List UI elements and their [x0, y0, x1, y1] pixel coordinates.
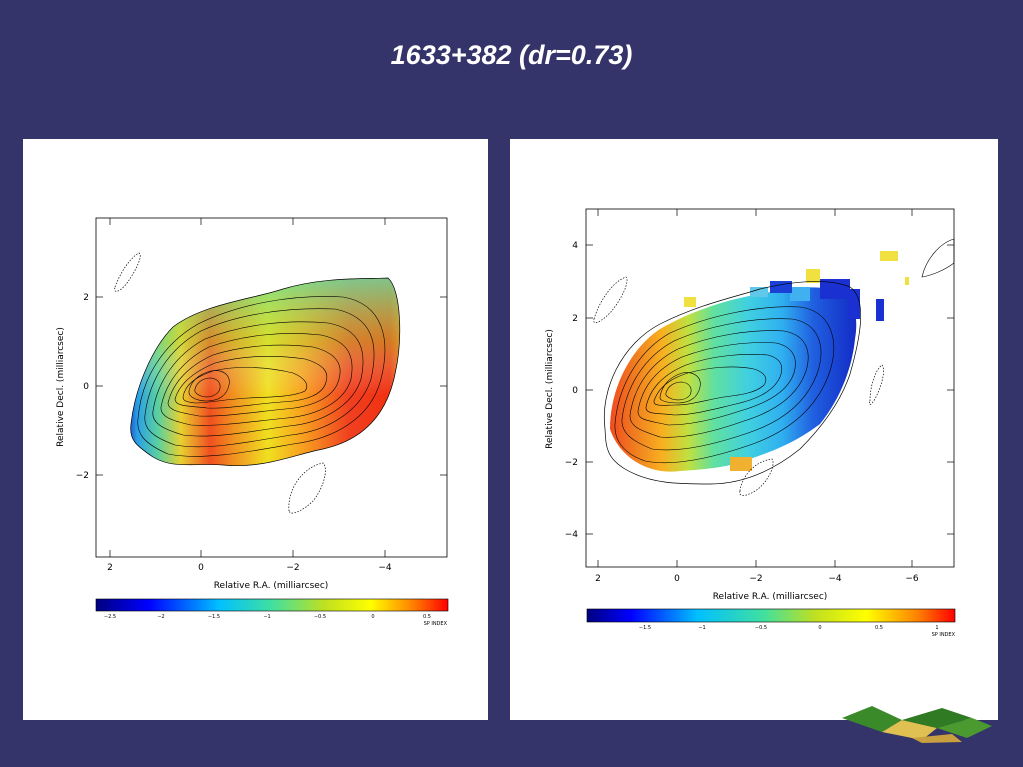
left-colorbar-tick: 0 [371, 614, 374, 620]
right-dotted-contour-bottom [739, 458, 774, 496]
left-y-axis-label: Relative Decl. (milliarcsec) [56, 327, 66, 447]
left-xtick-label: −4 [378, 563, 392, 573]
left-colorbar-tick: −1 [263, 614, 270, 620]
right-dotted-contour-right [869, 364, 884, 405]
left-colorbar-tick: −0.5 [314, 614, 326, 620]
right-outer-contour [603, 281, 862, 485]
left-ytick-label: 0 [83, 382, 89, 392]
right-colorbar-label: SP INDEX [932, 632, 956, 638]
left-plot-frame [95, 217, 448, 558]
left-ytick-label: −2 [76, 471, 89, 481]
right-spectral-index-map-panel: 4 2 0 −2 −4 2 0 −2 −4 −6 Relative R.A. (… [510, 139, 998, 720]
left-xtick-label: 2 [107, 563, 113, 573]
right-colorbar-tick: 0 [818, 625, 821, 631]
right-xtick-label: 0 [674, 574, 680, 584]
left-xtick-label: −2 [286, 563, 299, 573]
right-xtick-label: −6 [905, 574, 919, 584]
right-colorbar-tick: −1 [698, 625, 705, 631]
left-contours [137, 296, 386, 457]
left-colorbar-label: SP INDEX [424, 621, 448, 627]
left-ytick-label: 2 [83, 293, 89, 303]
right-colorbar-tick: 1 [935, 625, 938, 631]
left-colorbar-tick: −2 [157, 614, 164, 620]
right-xtick-label: 2 [595, 574, 601, 584]
right-ytick-label: −2 [565, 458, 578, 468]
left-colorbar [95, 598, 449, 612]
left-outer-contour [130, 277, 401, 467]
decorative-graphic [842, 706, 992, 743]
right-xtick-label: −2 [749, 574, 762, 584]
right-xtick-label: −4 [828, 574, 842, 584]
right-y-axis-label: Relative Decl. (milliarcsec) [545, 329, 555, 449]
left-spectral-index-map: 2 0 −2 2 0 −2 −4 Relative R.A. (milliarc… [56, 217, 449, 627]
right-pixel-blobs [684, 251, 909, 471]
left-colorbar-tick: 0.5 [423, 614, 431, 620]
left-ticks [96, 218, 447, 557]
left-dotted-contour-top [114, 252, 141, 292]
left-colorbar-tick: −1.5 [208, 614, 220, 620]
right-ytick-label: 2 [572, 314, 578, 324]
right-ytick-label: −4 [565, 530, 579, 540]
right-ticks [586, 209, 954, 567]
right-colorbar-tick: −0.5 [755, 625, 767, 631]
right-corner-contour [921, 238, 955, 278]
right-colorbar-tick: −1.5 [639, 625, 651, 631]
slide-title: 1633+382 (dr=0.73) [390, 40, 633, 70]
left-color-map [130, 278, 400, 466]
right-ytick-label: 0 [572, 386, 578, 396]
left-spectral-index-map-panel: 2 0 −2 2 0 −2 −4 Relative R.A. (milliarc… [23, 139, 488, 720]
left-xtick-label: 0 [198, 563, 204, 573]
right-spectral-index-map: 4 2 0 −2 −4 2 0 −2 −4 −6 Relative R.A. (… [545, 208, 956, 638]
right-color-map [610, 287, 857, 472]
right-plot-frame [585, 208, 955, 568]
right-x-axis-label: Relative R.A. (milliarcsec) [713, 592, 828, 602]
right-colorbar-tick: 0.5 [875, 625, 883, 631]
right-dotted-contour-top [593, 276, 628, 324]
left-dotted-contour-bottom [288, 462, 326, 514]
left-x-axis-label: Relative R.A. (milliarcsec) [214, 581, 329, 591]
right-contours [614, 306, 834, 464]
left-colorbar-tick: −2.5 [104, 614, 116, 620]
right-colorbar [586, 608, 956, 623]
right-ytick-label: 4 [572, 241, 578, 251]
